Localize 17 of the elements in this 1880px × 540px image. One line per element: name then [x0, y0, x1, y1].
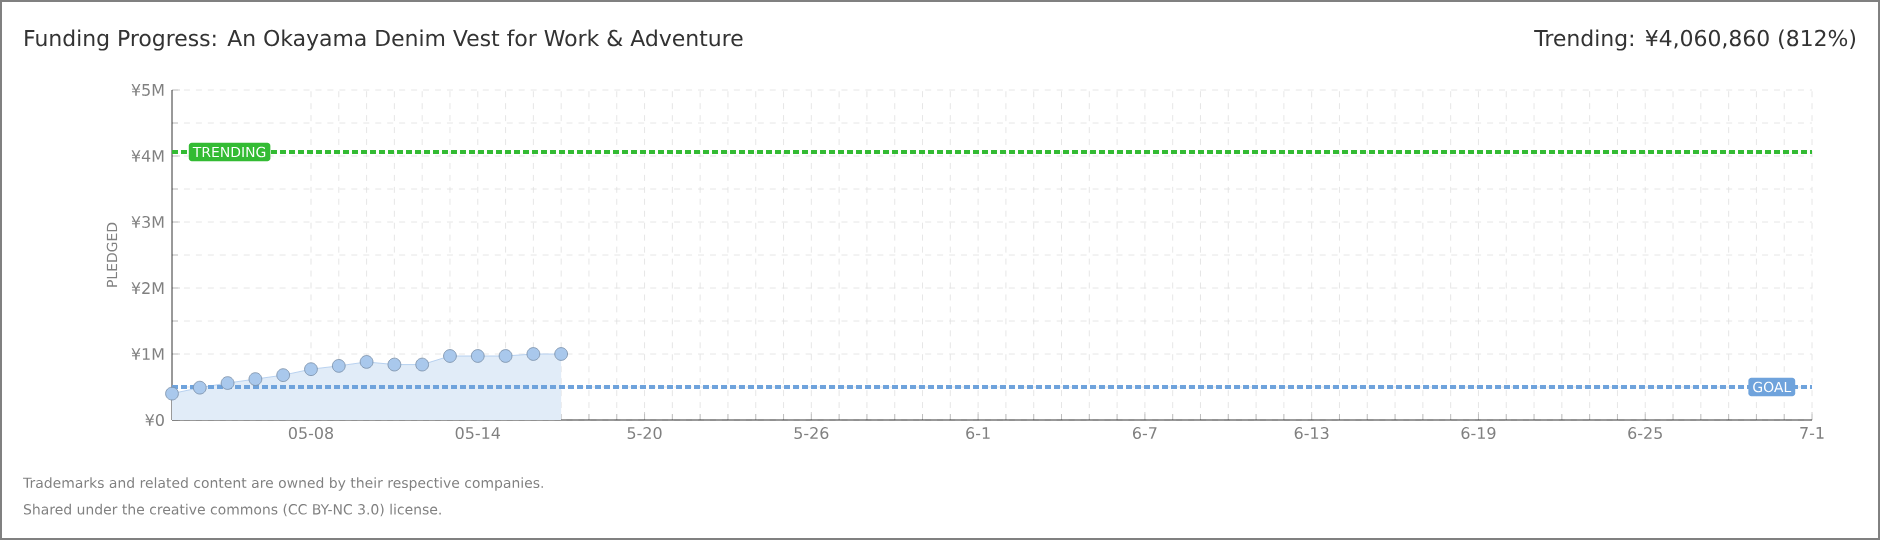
chart-title: Funding Progress: An Okayama Denim Vest for Work & Adventure	[25, 29, 743, 51]
point	[165, 386, 179, 401]
chart-subtitle: Trending: ¥4,060,860 (812%)	[1534, 29, 1856, 51]
point	[359, 355, 374, 369]
point	[220, 376, 235, 390]
point	[498, 349, 513, 363]
point	[470, 349, 485, 363]
point	[331, 359, 346, 373]
point	[248, 372, 263, 386]
point	[387, 357, 402, 372]
point	[304, 362, 318, 376]
point	[276, 368, 290, 382]
point	[526, 347, 541, 361]
point	[443, 349, 457, 363]
point	[193, 380, 207, 395]
point	[415, 357, 429, 372]
point	[554, 347, 568, 361]
